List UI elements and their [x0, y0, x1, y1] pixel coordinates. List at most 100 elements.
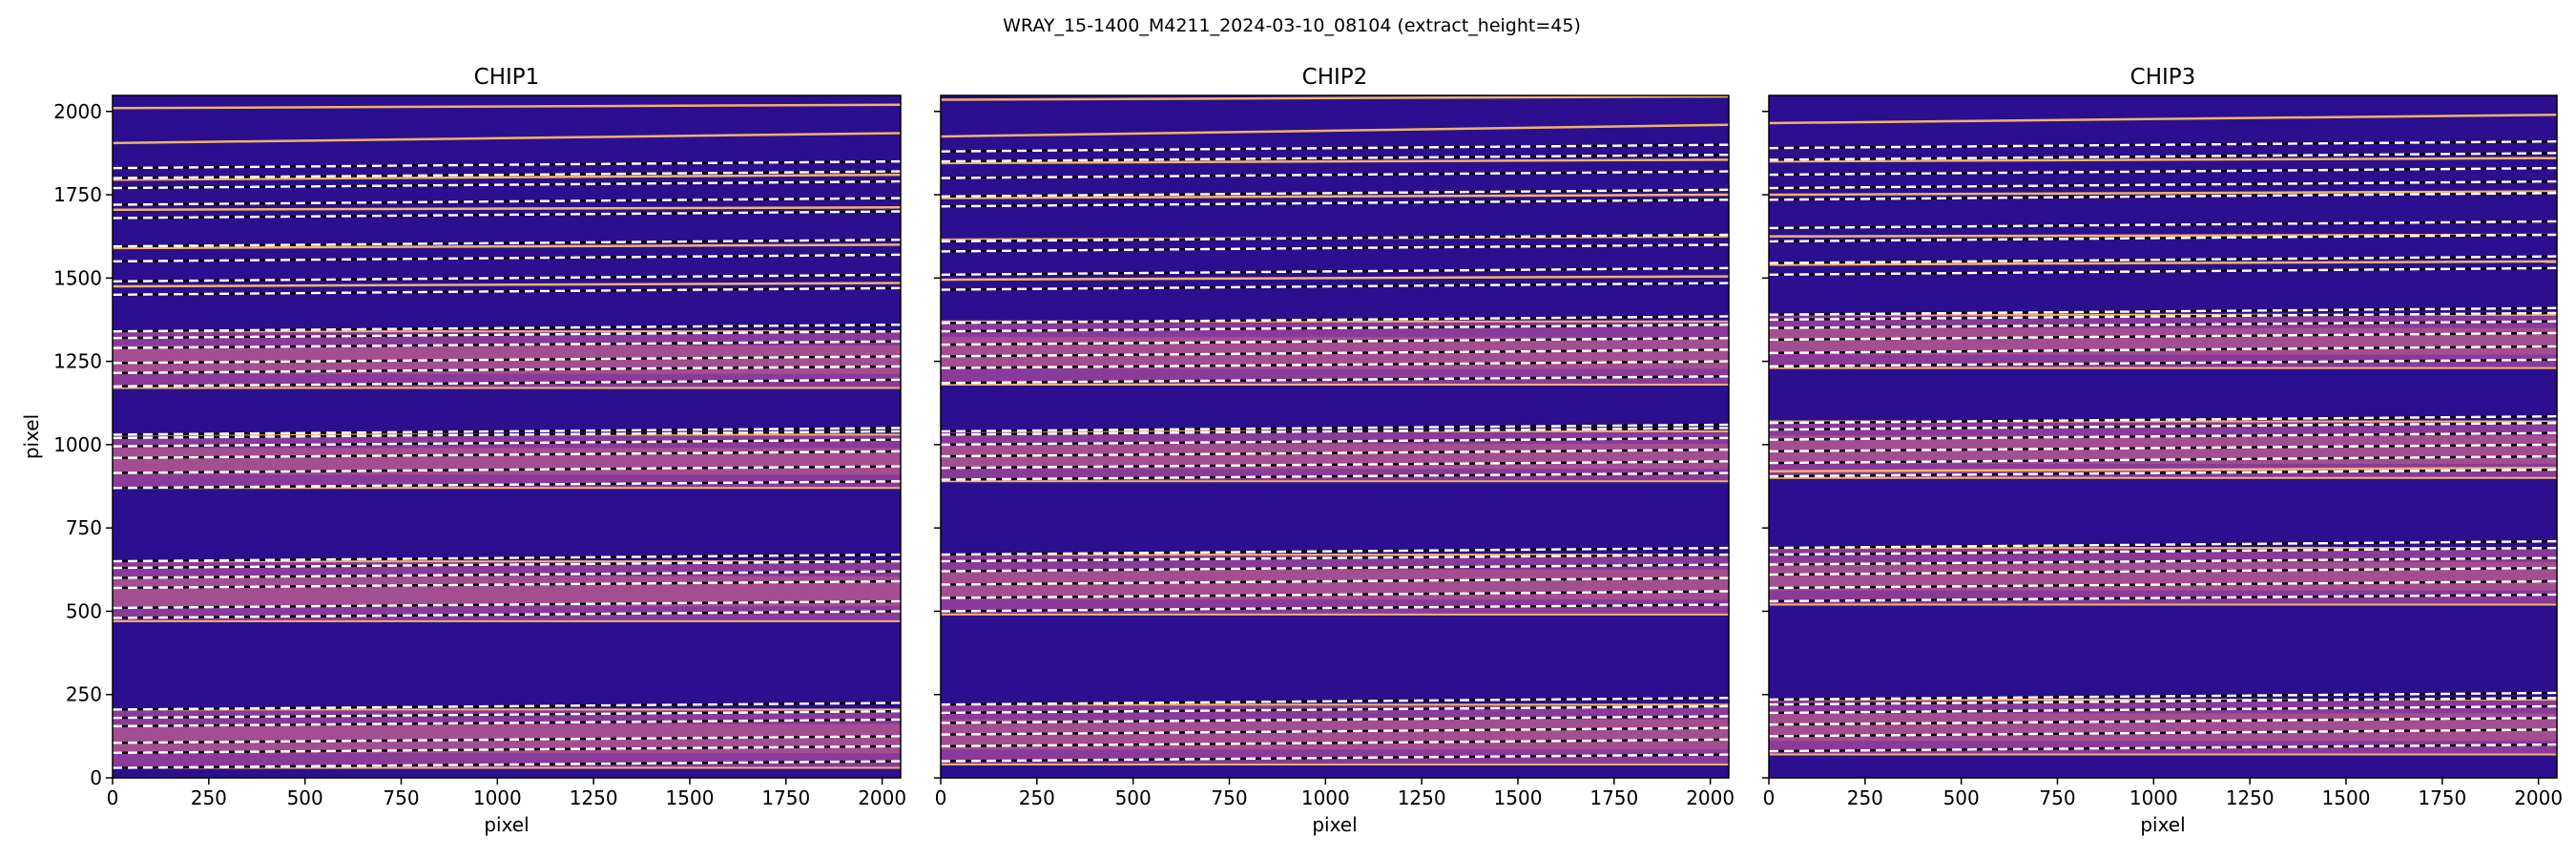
- extraction-line: [1769, 311, 2557, 322]
- x-tick-label: 500: [287, 786, 323, 809]
- extraction-line: [941, 243, 1729, 253]
- x-axis-label: pixel: [1312, 813, 1357, 836]
- trace-line: [1769, 467, 2557, 473]
- trace-line: [113, 206, 901, 211]
- x-tick-label: 750: [1211, 786, 1247, 809]
- x-tick-label: 2000: [858, 786, 906, 809]
- detector-image: [113, 95, 901, 778]
- extraction-line: [113, 450, 901, 460]
- extraction-line: [941, 427, 1729, 436]
- x-tick-label: 750: [2039, 786, 2075, 809]
- extraction-line: [113, 170, 901, 179]
- extraction-line: [1769, 728, 2557, 738]
- trace-line: [113, 132, 901, 145]
- extraction-line: [113, 286, 901, 296]
- extraction-line: [1769, 358, 2557, 368]
- extraction-line: [113, 465, 901, 474]
- extraction-line: [1769, 566, 2557, 576]
- y-tick-label: 750: [66, 516, 102, 539]
- x-tick-label: 250: [1019, 786, 1055, 809]
- x-tick-label: 2000: [1686, 786, 1735, 809]
- extraction-line: [113, 735, 901, 744]
- extraction-line: [113, 340, 901, 349]
- y-tick-label: 0: [90, 766, 102, 789]
- extraction-line: [941, 553, 1729, 563]
- x-tick-label: 1000: [2129, 786, 2178, 809]
- panel-title: CHIP3: [2130, 65, 2196, 90]
- extraction-line: [1769, 593, 2557, 603]
- extraction-line: [113, 702, 901, 711]
- extraction-line: [941, 188, 1729, 198]
- trace-line: [1769, 157, 2557, 163]
- axes-frame: [112, 94, 902, 779]
- extraction-line: [1769, 431, 2557, 441]
- extraction-line: [941, 315, 1729, 325]
- extraction-line: [941, 170, 1729, 179]
- y-tick-label: 250: [66, 683, 102, 706]
- trace-line: [941, 275, 1729, 282]
- extraction-line: [941, 153, 1729, 163]
- extraction-line: [113, 718, 901, 728]
- trace-line: [1769, 260, 2557, 266]
- extraction-line: [113, 430, 901, 440]
- extraction-line: [941, 266, 1729, 277]
- chip-panel-2: CHIP2 0 250 500 750 1000 1250 1500 1750 2000 pixel: [934, 65, 1735, 836]
- order-band-core: [1769, 713, 2557, 742]
- extraction-line: [1769, 468, 2557, 478]
- axes-frame: [940, 94, 1730, 779]
- extraction-line: [1769, 166, 2557, 177]
- x-tick-label: 1500: [1494, 786, 1543, 809]
- trace-line: [941, 158, 1729, 165]
- trace-line: [113, 103, 901, 110]
- x-tick-label: 0: [107, 786, 119, 809]
- extraction-line: [113, 273, 901, 283]
- extraction-line: [941, 143, 1729, 153]
- extraction-line: [113, 709, 901, 720]
- extraction-line: [1769, 421, 2557, 431]
- extraction-line: [113, 159, 901, 170]
- extraction-line: [941, 233, 1729, 243]
- x-tick-label: 1500: [666, 786, 715, 809]
- x-tick-label: 1250: [2226, 786, 2275, 809]
- extraction-line: [1769, 192, 2557, 201]
- extraction-line: [113, 323, 901, 333]
- extraction-line: [1769, 743, 2557, 753]
- extraction-line: [113, 378, 901, 388]
- extraction-line: [1769, 546, 2557, 556]
- extraction-line: [1769, 233, 2557, 243]
- extraction-line: [1769, 454, 2557, 465]
- extraction-line: [113, 570, 901, 579]
- extraction-line: [941, 460, 1729, 470]
- extraction-line: [1769, 415, 2557, 425]
- extraction-line: [941, 603, 1729, 613]
- extraction-line: [941, 576, 1729, 586]
- extraction-line: [1769, 697, 2557, 706]
- trace-line: [941, 123, 1729, 138]
- y-tick-label: 1000: [53, 433, 102, 456]
- trace-line: [113, 282, 901, 288]
- x-tick-label: 2000: [2514, 786, 2563, 809]
- extraction-line: [113, 744, 901, 755]
- y-tick-label: 500: [66, 599, 102, 622]
- detector-image: [1769, 95, 2557, 778]
- extraction-line: [1769, 306, 2557, 316]
- x-tick-label: 1000: [1301, 786, 1350, 809]
- x-tick-label: 1750: [1589, 786, 1638, 809]
- trace-line: [1769, 190, 2557, 197]
- axes-frame: [1768, 94, 2558, 779]
- trace-line: [1769, 113, 2557, 125]
- trace-line: [113, 243, 901, 250]
- extraction-line: [941, 546, 1729, 556]
- x-tick-label: 0: [935, 786, 947, 809]
- extraction-line: [113, 553, 901, 563]
- extraction-line: [1769, 443, 2557, 453]
- extraction-line: [113, 579, 901, 590]
- extraction-line: [113, 329, 901, 340]
- x-axis-label: pixel: [2140, 813, 2185, 836]
- y-tick-label: 1500: [53, 266, 102, 289]
- chip-panels: CHIP1 0 250 500 750 1000 1250 1500 1750 2000 0 250 5…: [20, 65, 2563, 836]
- extraction-line: [941, 590, 1729, 599]
- extraction-line: [941, 336, 1729, 346]
- extraction-line: [113, 179, 901, 190]
